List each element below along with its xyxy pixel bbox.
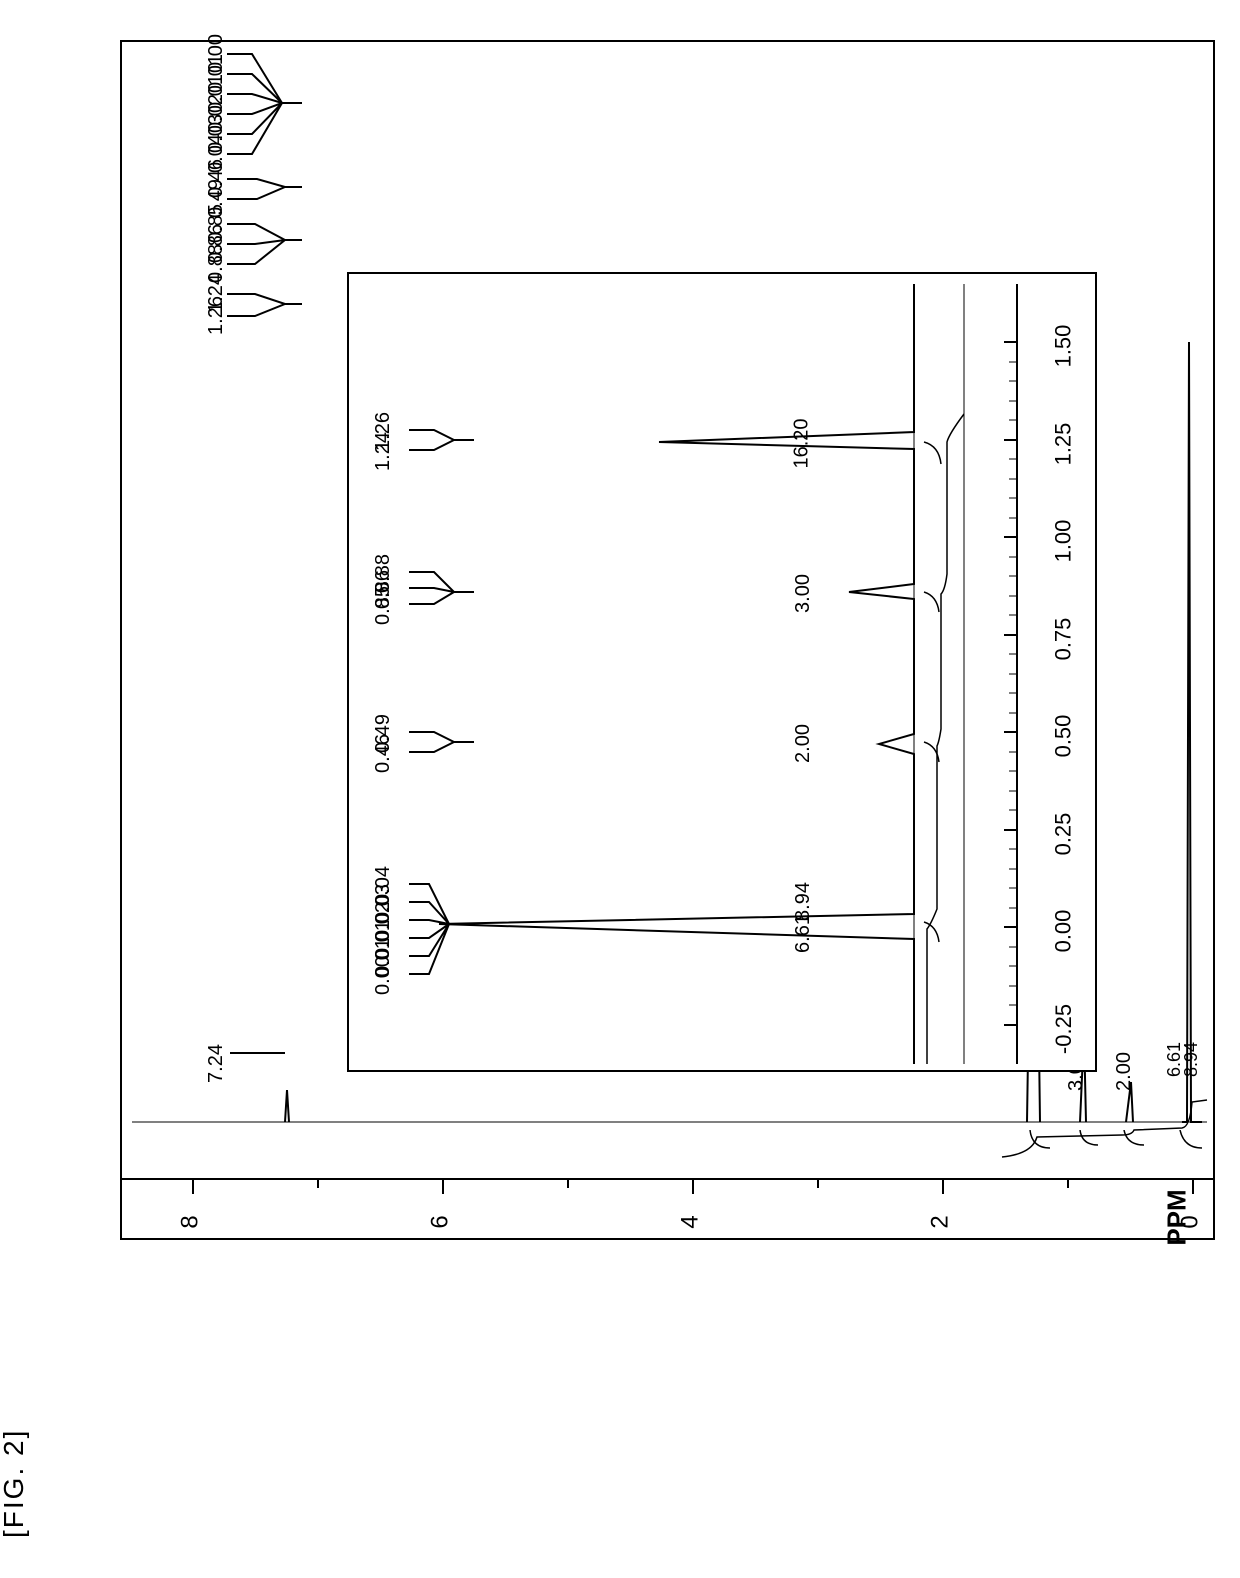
axis-ticklabel-2: 2 [927,1215,955,1228]
inset-peak-1-26: 1.26 [372,412,395,451]
axis-tick-4 [692,1180,694,1194]
inset-tick-0-75: 0.75 [1050,618,1076,661]
inset-peak-0-04: 0.04 [372,866,395,905]
axis-ticklabel-0: 0 [1177,1215,1205,1228]
axis-minor-tick [1067,1180,1069,1188]
axis-tick-6 [442,1180,444,1194]
inset-frame: 0.00 0.01 0.01 0.02 0.03 0.04 0.46 0.49 … [347,272,1097,1072]
inset-peak-0-49: 0.49 [372,714,395,753]
inset-tick-1-50: 1.50 [1050,325,1076,368]
axis-tick-8 [192,1180,194,1194]
inset-tick-0-25: 0.25 [1050,813,1076,856]
axis-ticklabel-8: 8 [177,1215,205,1228]
peak-tree-lines [227,48,317,328]
inset-integral-8-94: 8.94 [792,882,815,921]
axis-ticklabel-6: 6 [427,1215,455,1228]
axis-minor-tick [317,1180,319,1188]
inset-tick--0-25: -0.25 [1051,1004,1077,1054]
main-axis-strip: PPM 0 2 4 6 8 [120,1180,1215,1240]
peak-label-0-00: 0.00 [205,34,228,73]
inset-integral-3-00: 3.00 [792,574,815,613]
inset-tick-1-25: 1.25 [1050,423,1076,466]
inset-integral-16-20: 16.20 [791,418,814,468]
figure-label: [FIG. 2] [0,1429,30,1538]
inset-plot [349,274,1099,1074]
inset-peak-0-88: 0.88 [372,554,395,593]
axis-minor-tick [817,1180,819,1188]
axis-tick-2 [942,1180,944,1194]
integral-8-94: 8.94 [1181,1042,1202,1077]
main-spectrum-frame: 7.24 1.26 1.24 0.88 0.86 0.85 0.49 0.46 … [120,40,1215,1180]
peak-tree-line-7-24 [230,1052,285,1054]
inset-tick-0-50: 0.50 [1050,715,1076,758]
axis-ticklabel-4: 4 [677,1215,705,1228]
peak-label-7-24: 7.24 [205,1044,228,1083]
inset-integral-2-00: 2.00 [792,724,815,763]
inset-tick-1-00: 1.00 [1050,520,1076,563]
integral-brackets [1002,1130,1222,1170]
integral-2-00: 2.00 [1113,1052,1136,1091]
inset-tick-0-00: 0.00 [1050,910,1076,953]
axis-minor-tick [567,1180,569,1188]
